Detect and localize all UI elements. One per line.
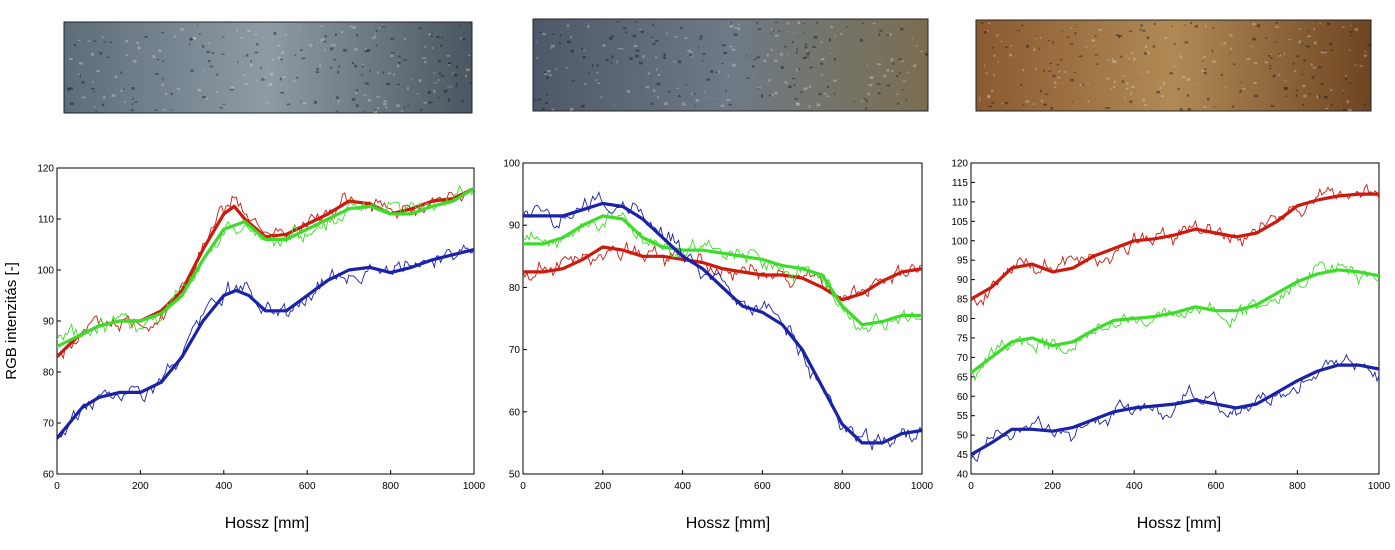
series-line-3 [57,248,474,440]
x-tick-label: 400 [1126,481,1143,492]
x-tick-label: 800 [1289,481,1306,492]
series-raw-line-1 [523,242,922,301]
plot-frame [970,162,1380,475]
y-tick-label: 90 [957,275,969,286]
series-raw-line-3 [57,244,474,439]
x-tick-label: 1000 [463,481,486,492]
sample-photo-texture [67,24,472,114]
y-tick-label: 65 [957,372,969,383]
series-raw-line-3 [971,353,1379,462]
chart-panel-2: 0 200 400 600 800 1000 50 60 70 80 90 100 Hossz [mm] [485,0,935,550]
y-tick-label: 100 [37,266,54,277]
y-tick-label: 80 [957,314,969,325]
y-tick-label: 40 [957,470,969,481]
y-tick-label: 110 [952,197,968,208]
y-tick-label: 70 [957,353,969,364]
x-tick-label: 0 [520,481,526,492]
series-line-1 [971,192,1379,301]
x-tick-label: 0 [54,481,60,492]
y-tick-label: 120 [37,164,54,175]
y-tick-label: 70 [43,419,55,430]
x-tick-label: 200 [132,481,149,492]
y-tick-label: 90 [509,221,521,232]
x-axis-title: Hossz [mm] [1137,515,1221,532]
y-tick-label: 60 [509,407,521,418]
y-tick-label: 120 [951,159,968,170]
sample-photo [975,19,1372,112]
y-tick-label: 70 [509,345,521,356]
y-tick-label: 115 [952,178,968,189]
y-tick-label: 110 [38,215,54,226]
x-tick-label: 0 [968,481,974,492]
y-tick-label: 100 [503,159,520,170]
y-tick-label: 50 [509,470,521,481]
x-tick-label: 200 [1044,481,1061,492]
y-tick-label: 85 [957,295,969,306]
y-axis-title: RGB intenzitás [-] [3,262,20,380]
x-tick-label: 600 [754,481,771,492]
x-tick-label: 1000 [911,481,934,492]
y-tick-label: 100 [951,236,968,247]
x-axis-title: Hossz [mm] [225,515,309,532]
series-line-2 [57,186,474,349]
chart-svg: 0 200 400 600 800 1000 40 45 50 55 60 65 70 75 80 85 90 9… [951,19,1391,532]
y-tick-label: 55 [957,411,969,422]
y-tick-label: 80 [43,368,55,379]
y-tick-label: 50 [957,431,969,442]
x-tick-label: 600 [1207,481,1224,492]
sample-photo [63,21,473,114]
y-tick-label: 75 [957,333,969,344]
chart-panel-1: 0 200 400 600 800 1000 60 70 80 90 100 110 120 Hossz … [0,0,486,550]
series-raw-line-1 [971,183,1379,307]
series-raw-line-2 [523,210,922,333]
y-tick-label: 60 [957,392,969,403]
x-tick-label: 200 [594,481,611,492]
series-line-3 [523,201,922,445]
y-tick-label: 95 [957,256,969,267]
y-tick-label: 60 [43,470,55,481]
y-tick-label: 105 [951,217,968,228]
chart-panel-3: 0 200 400 600 800 1000 40 45 50 55 60 65 70 75 80 85 90 9… [935,0,1395,550]
y-tick-label: 45 [957,450,969,461]
x-tick-label: 400 [215,481,232,492]
sample-photo [532,18,929,112]
chart-svg: 0 200 400 600 800 1000 50 60 70 80 90 100 Hossz [mm] [503,18,934,532]
series-raw-line-3 [523,190,922,451]
series-line-3 [971,363,1379,457]
x-axis-title: Hossz [mm] [686,515,770,532]
x-tick-label: 1000 [1368,481,1391,492]
plot-frame [522,162,923,475]
sample-photo-texture [978,22,1372,112]
x-tick-label: 800 [834,481,851,492]
series-raw-line-1 [57,187,474,360]
series-line-1 [523,245,922,302]
series-line-2 [971,268,1379,375]
x-tick-label: 400 [674,481,691,492]
y-tick-label: 90 [43,317,55,328]
series-raw-line-2 [971,261,1379,382]
sample-photo-texture [535,21,928,111]
series-line-2 [523,214,922,327]
chart-svg: 0 200 400 600 800 1000 60 70 80 90 100 110 120 Hossz … [3,21,486,532]
x-tick-label: 600 [299,481,316,492]
y-tick-label: 80 [509,283,521,294]
x-tick-label: 800 [382,481,399,492]
